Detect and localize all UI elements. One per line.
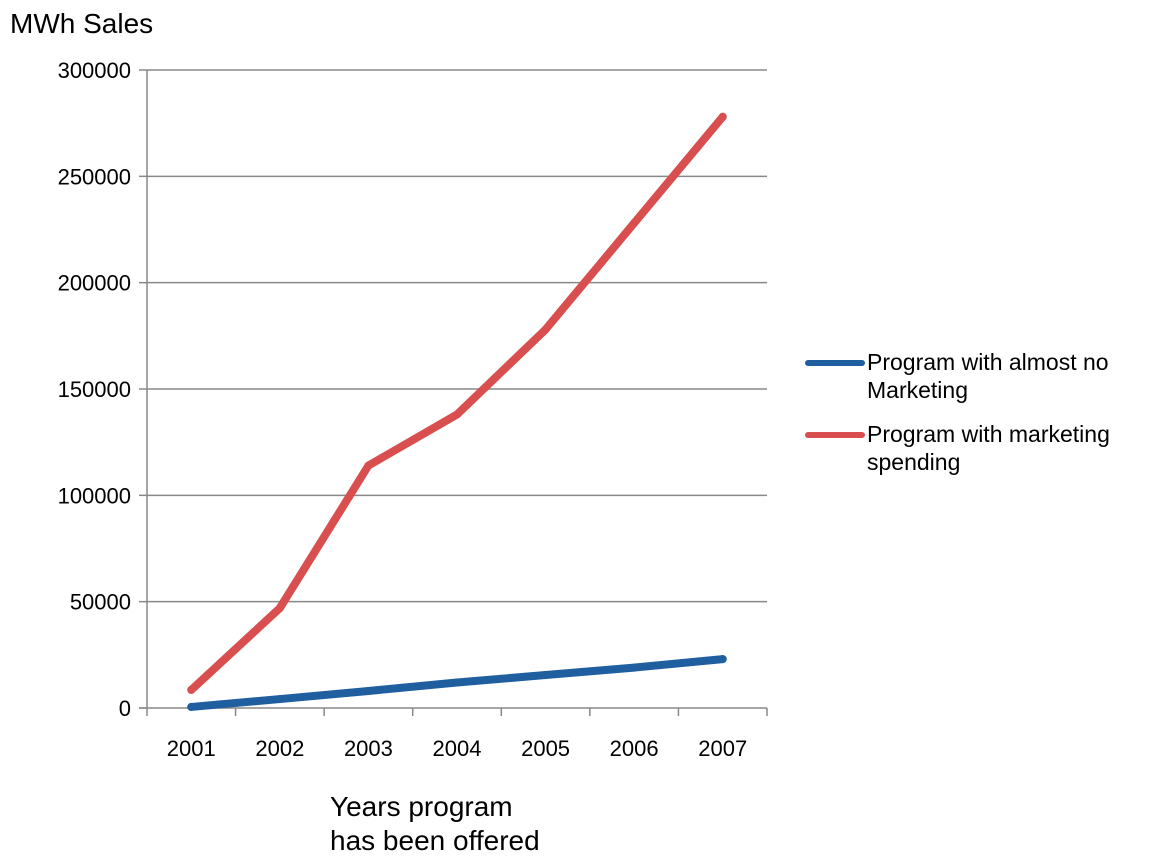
series-line-1 (187, 112, 727, 694)
legend-label-marketing: Program with marketing spending (867, 420, 1110, 476)
x-tick-label: 2004 (433, 736, 482, 761)
gridlines (147, 69, 767, 603)
x-tick-labels: 2001 2002 2003 2004 2005 2006 2007 (167, 736, 747, 761)
x-tick-label: 2007 (698, 736, 747, 761)
legend-swatch-marketing (805, 432, 865, 438)
x-tick-label: 2006 (610, 736, 659, 761)
y-tick-label: 300000 (58, 58, 131, 83)
y-tick-label: 0 (119, 696, 131, 721)
x-tick-label: 2001 (167, 736, 216, 761)
legend-label-line: Program with marketing (867, 421, 1110, 447)
data-point (718, 112, 727, 121)
legend-label-line: spending (867, 449, 961, 475)
data-point (187, 702, 196, 711)
series-lines (187, 112, 727, 711)
y-tick-label: 50000 (70, 590, 131, 615)
axes (139, 69, 768, 716)
legend-item-marketing: Program with marketing spending (805, 420, 1145, 476)
legend-item-no-marketing: Program with almost no Marketing (805, 348, 1145, 404)
x-tick-label: 2005 (521, 736, 570, 761)
data-point (187, 685, 196, 694)
data-point (364, 686, 373, 695)
y-tick-label: 100000 (58, 483, 131, 508)
y-tick-labels: 0 50000 100000 150000 200000 250000 300000 (58, 58, 131, 721)
data-point (364, 461, 373, 470)
legend-label-line: Marketing (867, 377, 968, 403)
legend-swatch-no-marketing (805, 360, 865, 366)
legend-label-no-marketing: Program with almost no Marketing (867, 348, 1109, 404)
x-axis-label: Years program has been offered (330, 790, 570, 858)
y-tick-label: 200000 (58, 271, 131, 296)
legend: Program with almost no Marketing Program… (805, 348, 1145, 492)
data-point (275, 695, 284, 704)
data-point (541, 671, 550, 680)
y-axis-label: MWh Sales (10, 8, 154, 39)
data-point (541, 325, 550, 334)
data-point (453, 678, 461, 687)
data-point (718, 655, 727, 664)
x-axis-label-line-2: has been offered (330, 825, 540, 856)
x-axis-label-line-1: Years program (330, 791, 513, 822)
data-point (275, 604, 284, 613)
data-point (630, 663, 639, 672)
x-tick-label: 2002 (255, 736, 304, 761)
y-tick-label: 150000 (58, 377, 131, 402)
y-tick-label: 250000 (58, 164, 131, 189)
data-point (630, 219, 639, 228)
legend-label-line: Program with almost no (867, 349, 1109, 375)
x-tick-label: 2003 (344, 736, 393, 761)
data-point (453, 410, 461, 419)
